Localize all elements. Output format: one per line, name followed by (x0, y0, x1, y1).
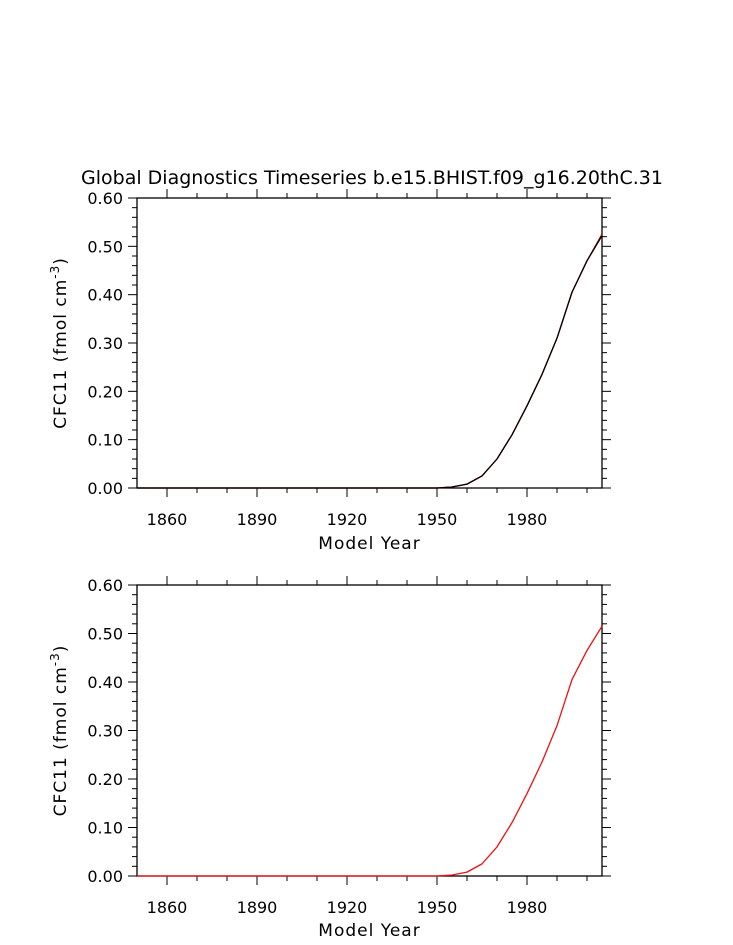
x-tick-label: 1860 (147, 898, 188, 917)
y-tick-label: 0.30 (87, 722, 123, 741)
x-tick-label: 1920 (327, 898, 368, 917)
y-axis-label: CFC11 (fmol cm-3) (48, 645, 71, 817)
tick-marks (128, 576, 611, 885)
y-tick-label: 0.10 (87, 819, 123, 838)
x-tick-label: 1860 (147, 510, 188, 529)
series-line (137, 235, 603, 489)
y-tick-label: 0.50 (87, 625, 123, 644)
plot-frame (136, 584, 603, 877)
x-tick-label: 1890 (237, 510, 278, 529)
plot-frame (136, 197, 603, 489)
x-axis-label: Model Year (318, 534, 420, 554)
x-tick-label: 1980 (507, 898, 548, 917)
x-tick-label: 1890 (237, 898, 278, 917)
y-tick-label: 0.20 (87, 770, 123, 789)
y-tick-label: 0.60 (87, 189, 123, 208)
y-tick-label: 0.10 (87, 431, 123, 450)
chart-panel-bottom: 0.00 0.10 0.20 0.30 0.40 0.50 0.60 1860 1890 1920… (48, 576, 611, 941)
series-line (137, 233, 603, 489)
tick-marks (128, 189, 611, 497)
y-tick-label: 0.50 (87, 237, 123, 256)
y-tick-label: 0.20 (87, 382, 123, 401)
y-tick-label: 0.60 (87, 576, 123, 595)
series-line (137, 625, 603, 877)
y-axis-label: CFC11 (fmol cm-3) (48, 257, 71, 429)
y-tick-label: 0.40 (87, 286, 123, 305)
chart-title: Global Diagnostics Timeseries b.e15.BHIS… (81, 167, 663, 189)
y-tick-label: 0.00 (87, 867, 123, 886)
x-tick-label: 1980 (507, 510, 548, 529)
x-axis-label: Model Year (318, 921, 420, 941)
x-tick-label: 1950 (417, 510, 458, 529)
y-tick-label: 0.30 (87, 334, 123, 353)
y-tick-label: 0.00 (87, 479, 123, 498)
y-tick-label: 0.40 (87, 673, 123, 692)
chart-panel-top: 0.00 0.10 0.20 0.30 0.40 0.50 0.60 1860 1890 1920… (48, 189, 611, 554)
x-tick-label: 1950 (417, 898, 458, 917)
x-tick-label: 1920 (327, 510, 368, 529)
